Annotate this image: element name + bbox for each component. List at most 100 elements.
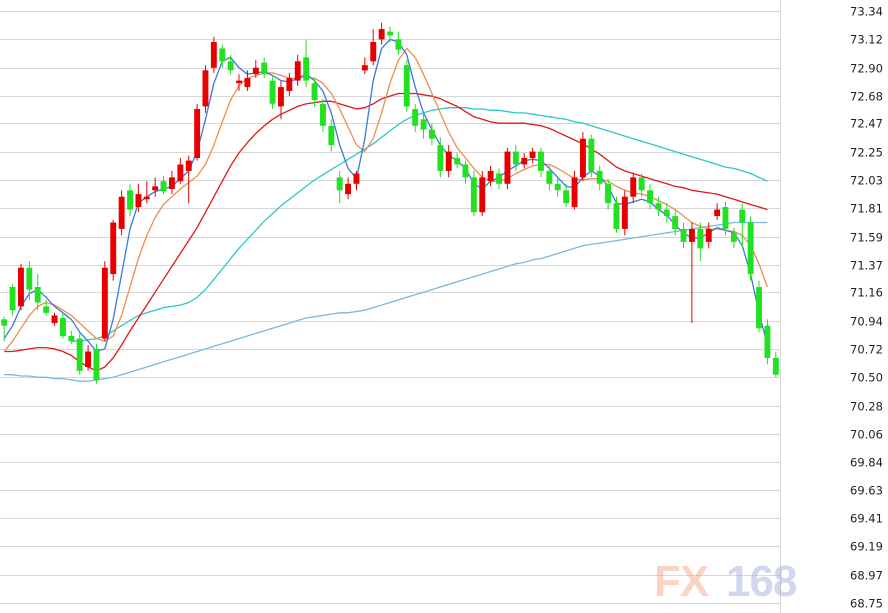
candle-body [345,183,351,195]
candle-body [621,196,628,229]
candle-body [403,65,410,107]
candle [345,177,351,200]
candle [152,177,159,197]
candle [630,173,637,204]
candle-body [504,151,511,184]
y-tick-label: 69.19 [850,540,883,554]
candle-body [638,177,645,191]
candle [747,216,754,281]
fx168-watermark-logo: FX 168 [654,557,798,606]
candle-body [160,181,167,192]
candle-body [1,319,8,326]
candle [51,312,58,326]
candle [563,183,570,207]
candle [387,26,393,42]
candle [580,132,586,182]
candle-body [445,151,452,171]
candle-body [101,267,108,339]
candle [336,170,343,204]
candle [613,196,620,233]
candle [462,160,469,184]
candle [538,147,544,178]
moving-average-slow-line [3,47,769,352]
moving-average-cyan-line [71,107,768,342]
candle [177,158,184,184]
candle [655,196,662,217]
candle-body [278,87,284,107]
candle-body [672,216,679,229]
candle [680,222,687,249]
candle [479,170,486,217]
y-tick-label: 71.59 [850,231,883,245]
candle-body [714,209,721,216]
candle [504,147,511,189]
candle [705,222,712,249]
candle [596,165,603,191]
candle-body [387,31,393,36]
candle [420,112,427,139]
candle [571,170,578,210]
candle-body [143,196,150,200]
y-tick-label: 72.90 [850,62,883,76]
candle [496,168,502,189]
candle-body [252,67,259,75]
candle-body [722,207,729,229]
candle [252,60,259,79]
candle-body [152,186,159,191]
candle [85,345,91,371]
candle-body [219,48,226,62]
candle-body [772,357,779,375]
y-tick-label: 73.34 [850,5,883,19]
candle [303,39,310,88]
y-axis-tick-labels: 73.34 73.12 72.90 72.68 72.47 72.25 72.03 71.81… [850,5,883,611]
candle-body [76,338,83,371]
candle [772,351,779,378]
candle [185,155,192,204]
candle-body [135,194,142,207]
candle [202,65,209,113]
y-tick-label: 70.72 [850,343,883,357]
candle-body [596,170,603,184]
candle [169,170,175,195]
candle-body [454,158,461,165]
candle [621,190,628,236]
y-tick-label: 73.12 [850,33,883,47]
candle [1,316,8,342]
candle [756,280,762,333]
candle-body [286,78,293,91]
candle [135,183,142,213]
candle [127,183,133,217]
candle [269,75,276,109]
candle-body [93,348,100,380]
candle-body [563,190,570,204]
candle [76,333,83,375]
candle-body [747,222,754,275]
candle-body [311,83,318,100]
candle-body [697,229,704,249]
y-tick-label: 68.97 [850,569,883,583]
candle-body [588,138,595,171]
candle-body [378,29,385,40]
candle-body [353,173,360,184]
candle-body [85,351,91,367]
candle [546,165,553,191]
candle-body [647,190,653,204]
y-tick-label: 69.41 [850,512,883,526]
candle-body [60,318,66,337]
candle [227,54,234,75]
candle-body [756,287,762,329]
candle-body [169,177,175,189]
y-tick-label: 72.68 [850,90,883,104]
candle [445,145,452,178]
candle-body [244,78,251,88]
candle [697,222,704,262]
candle-body [127,190,133,210]
candle [219,44,226,68]
candle-body [420,119,427,130]
y-tick-label: 69.84 [850,456,883,470]
candle-body [177,164,184,182]
candle-body [470,177,477,213]
candle [588,134,595,178]
